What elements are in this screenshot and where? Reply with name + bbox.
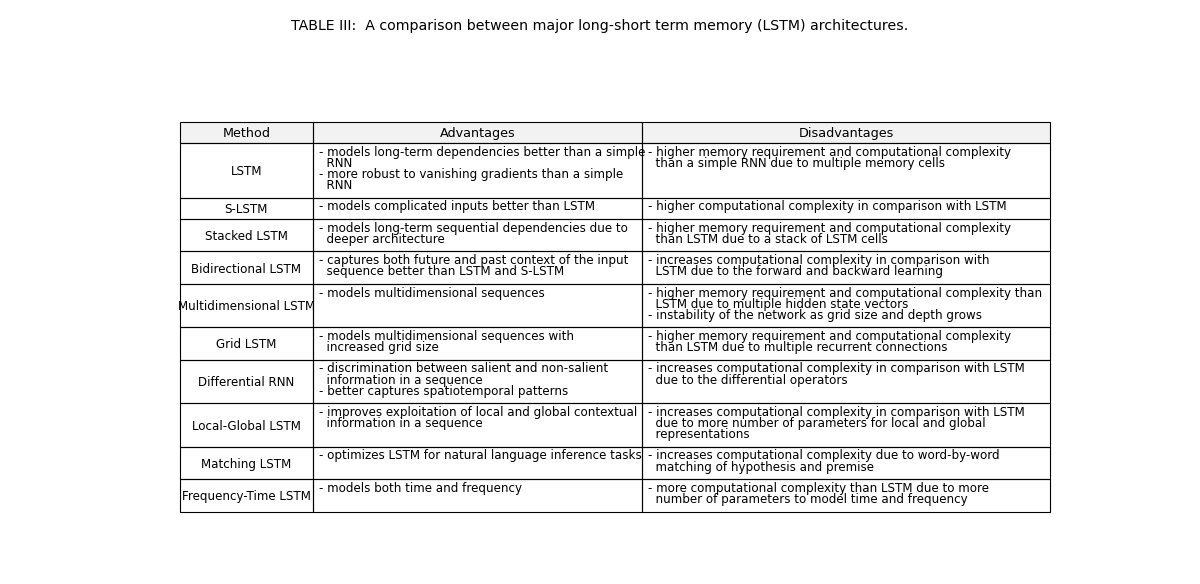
Text: than LSTM due to multiple recurrent connections: than LSTM due to multiple recurrent conn… bbox=[648, 341, 947, 354]
Bar bbox=[642, 252, 1050, 284]
Bar bbox=[180, 284, 313, 328]
Bar bbox=[180, 447, 313, 479]
Bar bbox=[642, 198, 1050, 219]
Bar bbox=[180, 219, 313, 252]
Text: Stacked LSTM: Stacked LSTM bbox=[205, 230, 288, 243]
Text: than a simple RNN due to multiple memory cells: than a simple RNN due to multiple memory… bbox=[648, 157, 944, 170]
Text: number of parameters to model time and frequency: number of parameters to model time and f… bbox=[648, 493, 967, 506]
Text: - higher memory requirement and computational complexity: - higher memory requirement and computat… bbox=[648, 330, 1010, 343]
Text: Multidimensional LSTM: Multidimensional LSTM bbox=[178, 301, 314, 314]
Text: due to more number of parameters for local and global: due to more number of parameters for loc… bbox=[648, 417, 985, 430]
Text: - models long-term dependencies better than a simple: - models long-term dependencies better t… bbox=[318, 146, 644, 159]
Text: matching of hypothesis and premise: matching of hypothesis and premise bbox=[648, 461, 874, 474]
Bar bbox=[313, 404, 642, 447]
Bar bbox=[642, 143, 1050, 198]
Text: - captures both future and past context of the input: - captures both future and past context … bbox=[318, 254, 628, 267]
Bar bbox=[180, 143, 313, 198]
Bar bbox=[180, 360, 313, 404]
Bar bbox=[313, 252, 642, 284]
Text: - increases computational complexity due to word-by-word: - increases computational complexity due… bbox=[648, 450, 1000, 463]
Text: S-LSTM: S-LSTM bbox=[224, 203, 268, 216]
Text: - more computational complexity than LSTM due to more: - more computational complexity than LST… bbox=[648, 482, 989, 495]
Text: - more robust to vanishing gradients than a simple: - more robust to vanishing gradients tha… bbox=[318, 168, 623, 181]
Bar bbox=[313, 143, 642, 198]
Text: LSTM: LSTM bbox=[230, 165, 262, 178]
Text: - models multidimensional sequences: - models multidimensional sequences bbox=[318, 287, 545, 300]
Text: Matching LSTM: Matching LSTM bbox=[202, 458, 292, 471]
Bar bbox=[642, 360, 1050, 404]
Text: Bidirectional LSTM: Bidirectional LSTM bbox=[191, 263, 301, 276]
Bar bbox=[313, 198, 642, 219]
Text: - discrimination between salient and non-salient: - discrimination between salient and non… bbox=[318, 363, 607, 376]
Text: - higher memory requirement and computational complexity: - higher memory requirement and computat… bbox=[648, 146, 1010, 159]
Bar bbox=[642, 404, 1050, 447]
Text: increased grid size: increased grid size bbox=[318, 341, 438, 354]
Bar bbox=[642, 447, 1050, 479]
Bar bbox=[313, 360, 642, 404]
Text: Grid LSTM: Grid LSTM bbox=[216, 339, 276, 352]
Text: - instability of the network as grid size and depth grows: - instability of the network as grid siz… bbox=[648, 309, 982, 322]
Text: RNN: RNN bbox=[318, 157, 352, 170]
Text: Local-Global LSTM: Local-Global LSTM bbox=[192, 420, 301, 433]
Text: - models both time and frequency: - models both time and frequency bbox=[318, 482, 522, 495]
Bar bbox=[180, 328, 313, 360]
Bar bbox=[180, 252, 313, 284]
Text: LSTM due to multiple hidden state vectors: LSTM due to multiple hidden state vector… bbox=[648, 298, 908, 311]
Text: TABLE III:  A comparison between major long-short term memory (LSTM) architectur: TABLE III: A comparison between major lo… bbox=[292, 19, 908, 33]
Bar bbox=[313, 328, 642, 360]
Text: information in a sequence: information in a sequence bbox=[318, 374, 482, 387]
Bar bbox=[180, 122, 313, 143]
Bar bbox=[180, 198, 313, 219]
Bar bbox=[180, 479, 313, 512]
Text: - higher computational complexity in comparison with LSTM: - higher computational complexity in com… bbox=[648, 200, 1006, 213]
Text: Advantages: Advantages bbox=[439, 127, 515, 140]
Text: representations: representations bbox=[648, 428, 749, 441]
Bar bbox=[642, 122, 1050, 143]
Text: LSTM due to the forward and backward learning: LSTM due to the forward and backward lea… bbox=[648, 265, 942, 278]
Text: Frequency-Time LSTM: Frequency-Time LSTM bbox=[182, 491, 311, 503]
Text: due to the differential operators: due to the differential operators bbox=[648, 374, 847, 387]
Bar bbox=[180, 122, 313, 143]
Text: - increases computational complexity in comparison with: - increases computational complexity in … bbox=[648, 254, 989, 267]
Bar bbox=[642, 122, 1050, 143]
Text: - higher memory requirement and computational complexity than: - higher memory requirement and computat… bbox=[648, 287, 1042, 300]
Text: - models complicated inputs better than LSTM: - models complicated inputs better than … bbox=[318, 200, 594, 213]
Text: Disadvantages: Disadvantages bbox=[798, 127, 894, 140]
Bar bbox=[313, 284, 642, 328]
Text: information in a sequence: information in a sequence bbox=[318, 417, 482, 430]
Text: - models long-term sequential dependencies due to: - models long-term sequential dependenci… bbox=[318, 222, 628, 235]
Bar bbox=[642, 479, 1050, 512]
Text: RNN: RNN bbox=[318, 179, 352, 192]
Text: - higher memory requirement and computational complexity: - higher memory requirement and computat… bbox=[648, 222, 1010, 235]
Text: Differential RNN: Differential RNN bbox=[198, 377, 294, 390]
Text: - improves exploitation of local and global contextual: - improves exploitation of local and glo… bbox=[318, 406, 637, 419]
Bar bbox=[313, 479, 642, 512]
Text: deeper architecture: deeper architecture bbox=[318, 233, 444, 246]
Bar bbox=[642, 219, 1050, 252]
Bar bbox=[313, 219, 642, 252]
Bar bbox=[642, 284, 1050, 328]
Bar bbox=[180, 404, 313, 447]
Text: - better captures spatiotemporal patterns: - better captures spatiotemporal pattern… bbox=[318, 385, 568, 398]
Text: - increases computational complexity in comparison with LSTM: - increases computational complexity in … bbox=[648, 406, 1025, 419]
Bar bbox=[313, 122, 642, 143]
Text: than LSTM due to a stack of LSTM cells: than LSTM due to a stack of LSTM cells bbox=[648, 233, 888, 246]
Bar bbox=[313, 122, 642, 143]
Bar bbox=[642, 328, 1050, 360]
Bar bbox=[313, 447, 642, 479]
Text: - optimizes LSTM for natural language inference tasks: - optimizes LSTM for natural language in… bbox=[318, 450, 641, 463]
Text: - increases computational complexity in comparison with LSTM: - increases computational complexity in … bbox=[648, 363, 1025, 376]
Text: sequence better than LSTM and S-LSTM: sequence better than LSTM and S-LSTM bbox=[318, 265, 564, 278]
Text: - models multidimensional sequences with: - models multidimensional sequences with bbox=[318, 330, 574, 343]
Text: Method: Method bbox=[222, 127, 270, 140]
